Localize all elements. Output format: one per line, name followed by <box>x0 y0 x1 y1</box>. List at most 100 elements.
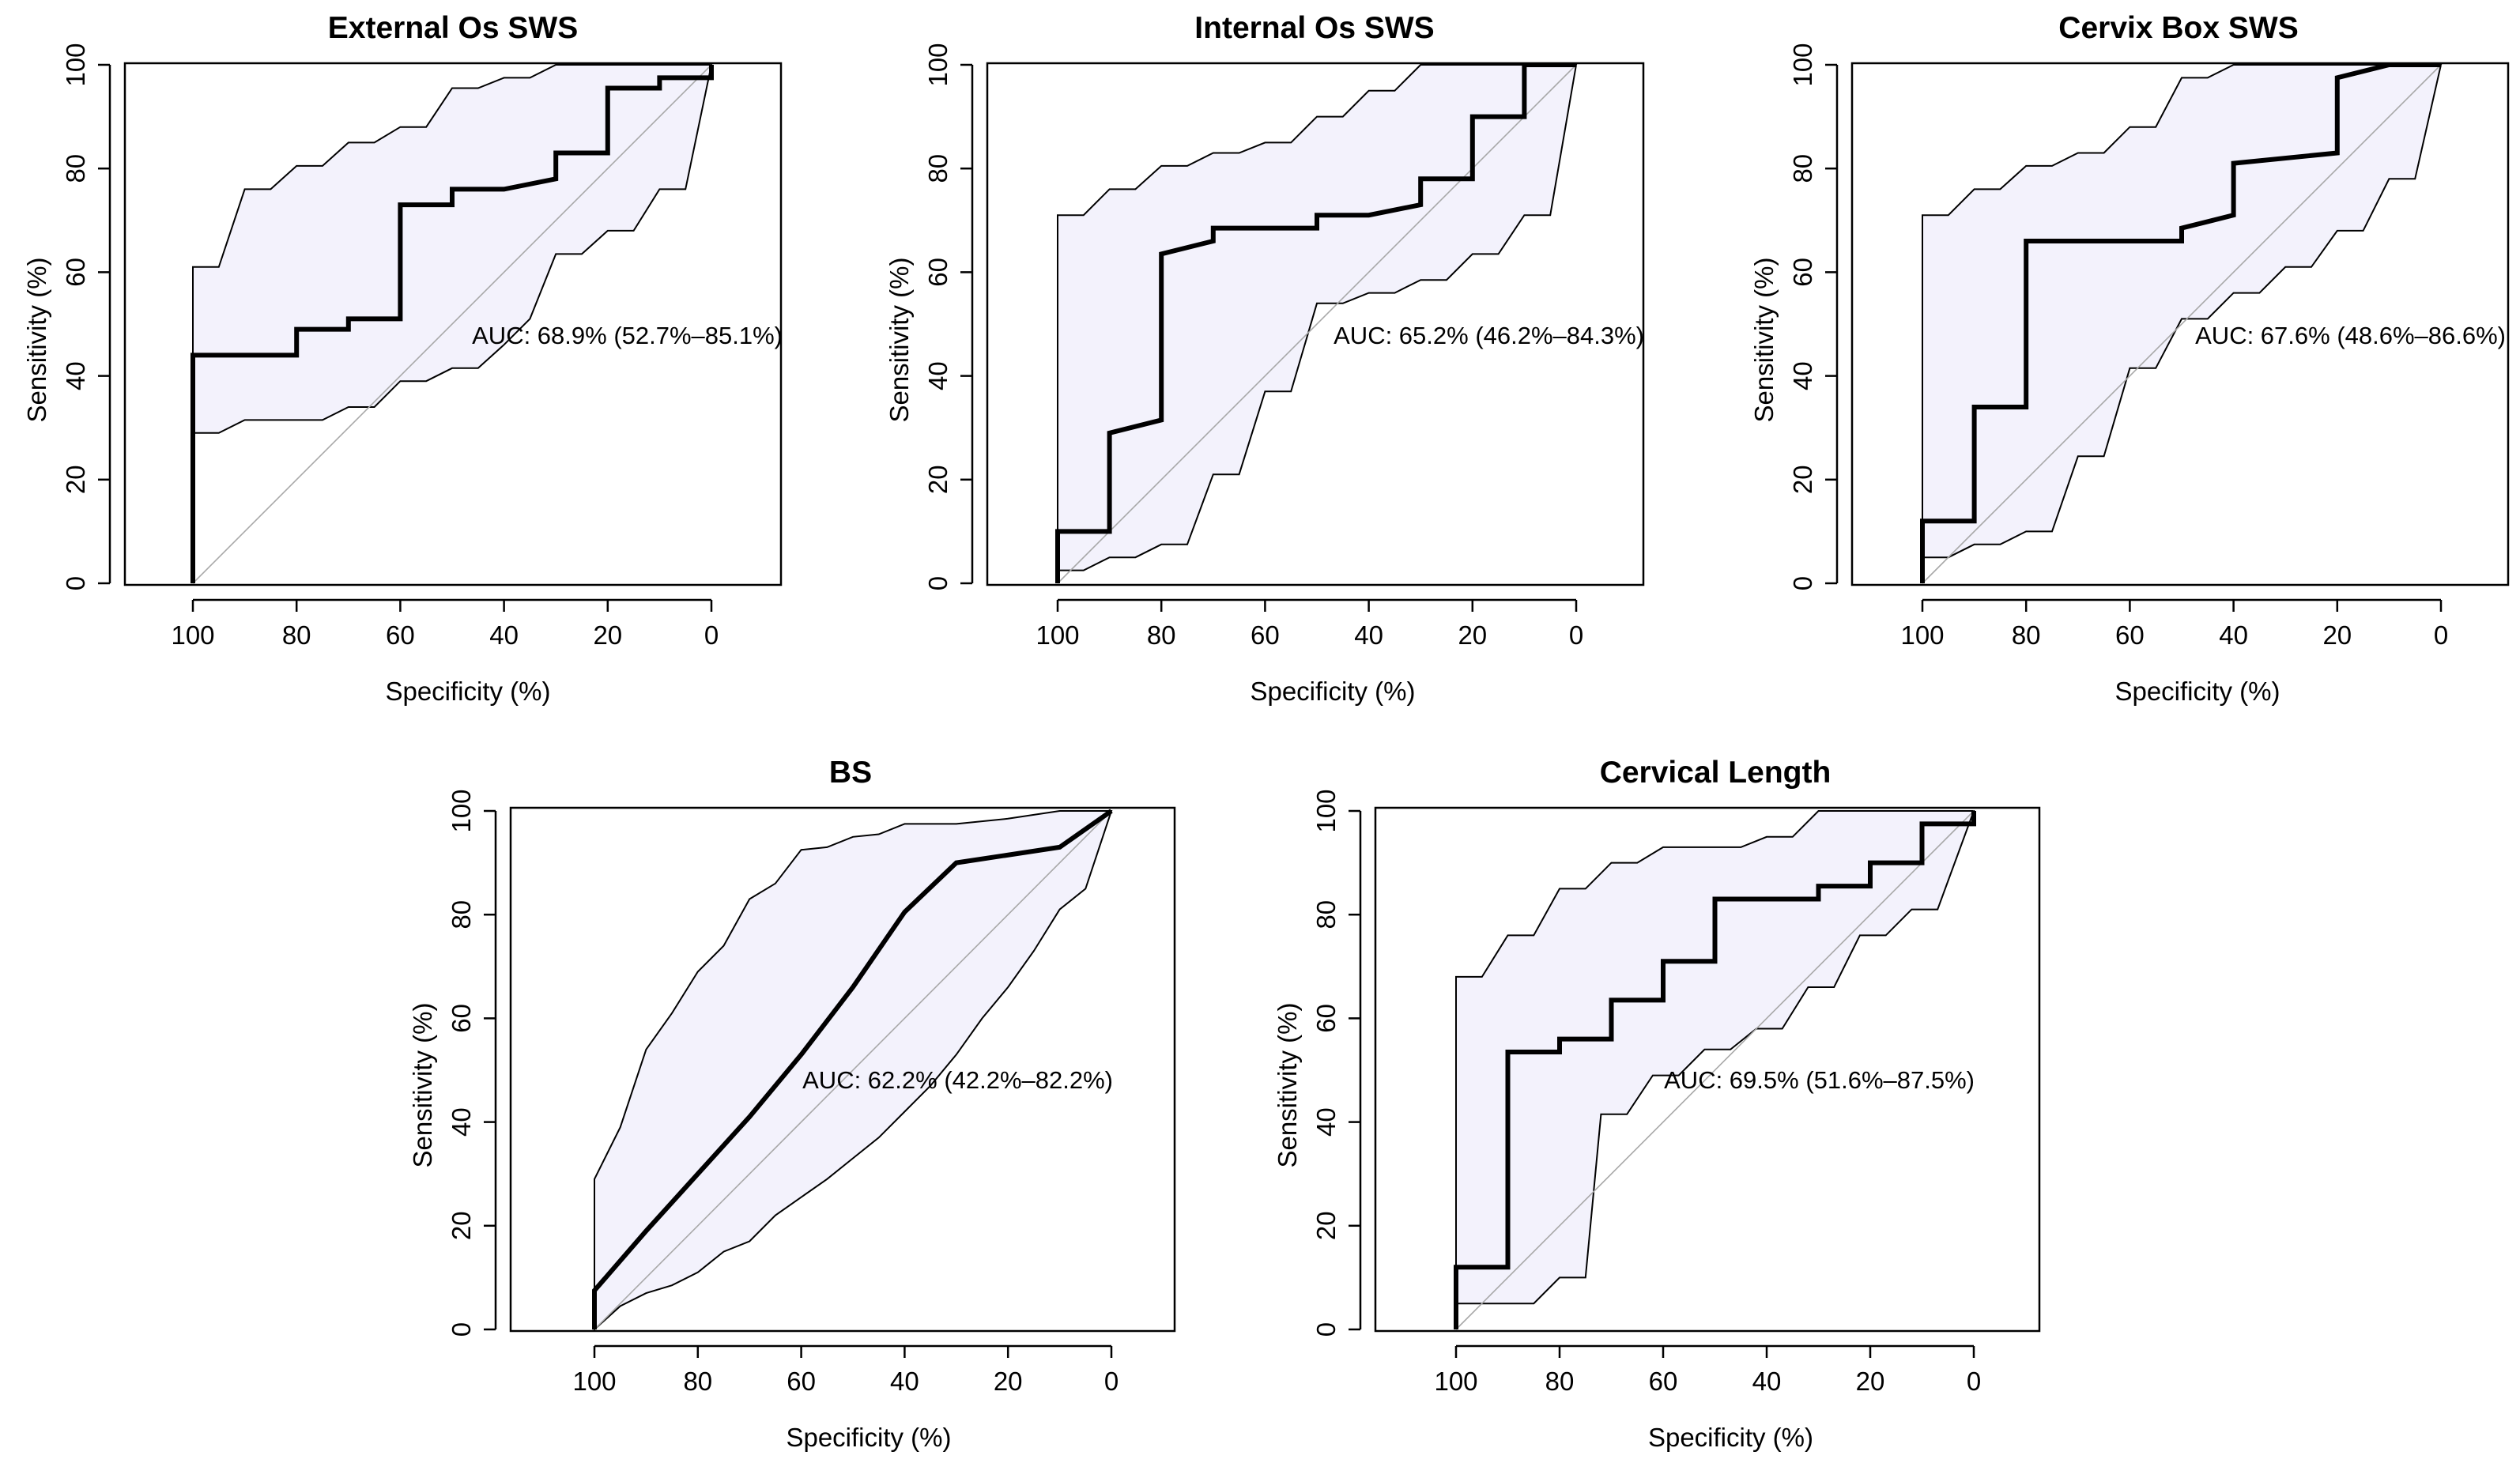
diagonal-line <box>1057 64 1577 584</box>
x-axis-title: Specificity (%) <box>385 677 550 706</box>
x-tick-label: 80 <box>1545 1367 1575 1396</box>
y-tick-label: 100 <box>61 43 90 86</box>
x-tick-label: 40 <box>1354 620 1383 650</box>
x-tick-label: 40 <box>1752 1367 1782 1396</box>
x-tick-label: 60 <box>1251 620 1280 650</box>
x-tick-label: 20 <box>593 620 622 650</box>
x-tick-label: 60 <box>2115 620 2145 650</box>
x-tick-label: 60 <box>1649 1367 1678 1396</box>
y-tick-label: 20 <box>923 465 953 494</box>
y-tick-label: 80 <box>1788 154 1817 183</box>
y-tick-label: 40 <box>447 1107 476 1137</box>
x-tick-label: 20 <box>1856 1367 1885 1396</box>
x-axis-title: Specificity (%) <box>2114 677 2280 706</box>
x-tick-label: 0 <box>704 620 719 650</box>
roc-panel-5: 100 80 60 40 20 0 0 20 40 60 80 100 Specificity (%) S… <box>1273 756 2041 1452</box>
y-tick-label: 80 <box>447 900 476 929</box>
y-tick-label: 20 <box>447 1211 476 1240</box>
x-tick-label: 40 <box>489 620 519 650</box>
y-axis-title: Sensitivity (%) <box>22 257 51 422</box>
y-tick-label: 80 <box>923 154 953 183</box>
x-axis-title: Specificity (%) <box>1250 677 1415 706</box>
plot-frame <box>123 62 783 586</box>
x-tick-label: 80 <box>1147 620 1176 650</box>
y-axis-title: Sensitivity (%) <box>1749 257 1779 422</box>
y-tick-label: 0 <box>1311 1322 1341 1337</box>
panel-title: External Os SWS <box>328 11 578 45</box>
panel-title: BS <box>829 756 872 790</box>
roc-curve <box>1055 62 1576 583</box>
auc-label: AUC: 65.2% (46.2%–84.3%) <box>1334 322 1644 349</box>
x-tick-label: 20 <box>2322 620 2352 650</box>
roc-curve <box>592 809 1113 1329</box>
y-axis-title: Sensitivity (%) <box>1273 1002 1302 1167</box>
y-tick-label: 40 <box>1788 361 1817 390</box>
diagonal-line <box>1922 64 2442 584</box>
plot-frame <box>509 806 1176 1333</box>
x-axis-title: Specificity (%) <box>786 1423 951 1452</box>
y-axis-title: Sensitivity (%) <box>408 1002 437 1167</box>
y-tick-label: 60 <box>1788 258 1817 287</box>
diagonal-line <box>192 64 712 584</box>
y-tick-label: 40 <box>923 361 953 390</box>
y-tick-label: 20 <box>1788 465 1817 494</box>
x-tick-label: 100 <box>1900 620 1944 650</box>
panel-title: Cervical Length <box>1600 756 1832 790</box>
y-tick-label: 0 <box>1788 576 1817 590</box>
diagonal-line <box>1455 810 1975 1330</box>
y-axis-title: Sensitivity (%) <box>885 257 914 422</box>
auc-label: AUC: 67.6% (48.6%–86.6%) <box>2195 322 2506 349</box>
x-tick-label: 0 <box>1104 1367 1119 1396</box>
panel-title: Cervix Box SWS <box>2058 11 2298 45</box>
y-tick-label: 0 <box>61 576 90 590</box>
auc-label: AUC: 69.5% (51.6%–87.5%) <box>1664 1066 1975 1094</box>
y-tick-label: 80 <box>61 154 90 183</box>
auc-label: AUC: 62.2% (42.2%–82.2%) <box>802 1066 1113 1094</box>
x-tick-label: 0 <box>2434 620 2448 650</box>
y-tick-label: 80 <box>1311 900 1341 929</box>
x-tick-label: 20 <box>994 1367 1023 1396</box>
auc-label: AUC: 68.9% (52.7%–85.1%) <box>472 322 783 349</box>
x-tick-label: 80 <box>683 1367 712 1396</box>
plot-frame <box>1850 62 2510 586</box>
x-tick-label: 60 <box>787 1367 816 1396</box>
roc-curve <box>1920 62 2441 583</box>
y-tick-label: 60 <box>447 1004 476 1033</box>
roc-panel-2: 100 80 60 40 20 0 0 20 40 60 80 100 Specificity (%) S… <box>885 11 1645 706</box>
plot-frame <box>1374 806 2041 1333</box>
y-tick-label: 60 <box>61 258 90 287</box>
y-tick-label: 20 <box>1311 1211 1341 1240</box>
y-tick-label: 40 <box>61 361 90 390</box>
y-tick-label: 100 <box>923 43 953 86</box>
x-tick-label: 20 <box>1458 620 1487 650</box>
x-tick-label: 0 <box>1569 620 1583 650</box>
roc-panel-4: 100 80 60 40 20 0 0 20 40 60 80 100 Specificity (%) S… <box>408 756 1176 1452</box>
x-tick-label: 40 <box>2219 620 2248 650</box>
plot-frame <box>986 62 1645 586</box>
y-tick-label: 40 <box>1311 1107 1341 1137</box>
y-tick-label: 100 <box>1311 789 1341 832</box>
x-tick-label: 100 <box>1434 1367 1477 1396</box>
x-axis-title: Specificity (%) <box>1648 1423 1813 1452</box>
y-tick-label: 0 <box>923 576 953 590</box>
y-tick-label: 20 <box>61 465 90 494</box>
y-tick-label: 100 <box>447 789 476 832</box>
roc-curve <box>1454 811 1976 1329</box>
x-tick-label: 100 <box>171 620 214 650</box>
roc-curve <box>191 65 714 583</box>
y-tick-label: 100 <box>1788 43 1817 86</box>
panel-title: Internal Os SWS <box>1194 11 1434 45</box>
x-tick-label: 60 <box>386 620 415 650</box>
x-tick-label: 100 <box>572 1367 616 1396</box>
y-tick-label: 60 <box>923 258 953 287</box>
y-tick-label: 60 <box>1311 1004 1341 1033</box>
x-tick-label: 0 <box>1967 1367 1981 1396</box>
x-tick-label: 80 <box>2012 620 2041 650</box>
y-tick-label: 0 <box>447 1322 476 1337</box>
roc-panel-1: 100 80 60 40 20 0 0 20 40 60 80 100 Specificity (%) S… <box>22 11 783 706</box>
x-tick-label: 80 <box>282 620 311 650</box>
x-tick-label: 40 <box>890 1367 919 1396</box>
diagonal-line <box>594 810 1112 1330</box>
roc-panel-3: 100 80 60 40 20 0 0 20 40 60 80 100 Specificity (%) S… <box>1749 11 2510 706</box>
